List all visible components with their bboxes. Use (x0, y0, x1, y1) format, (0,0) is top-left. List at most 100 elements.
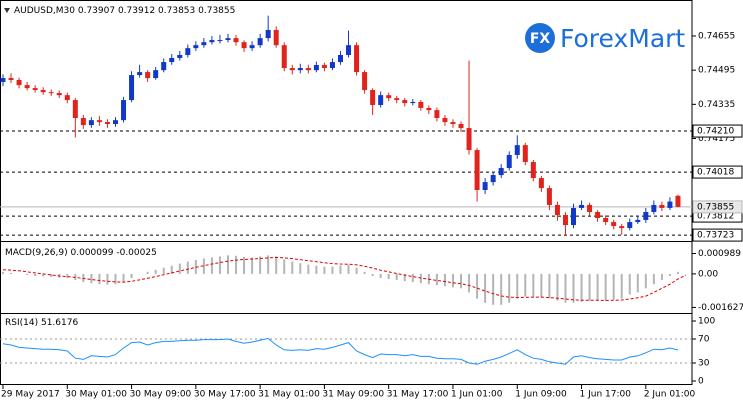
macd-title: MACD(9,26,9) (5, 248, 68, 258)
candle-body (64, 95, 70, 101)
y-tick-label: 0.74335 (698, 100, 735, 110)
candle-body (305, 68, 311, 71)
header-icon (4, 8, 10, 13)
candle-body (209, 40, 215, 43)
candle-body (16, 79, 22, 86)
candle-body (571, 207, 577, 226)
candle-body (297, 68, 303, 71)
candle-body (313, 65, 319, 71)
plot-frame (0, 0, 693, 385)
candle-body (490, 175, 496, 183)
y-tick-label: 0.74655 (698, 31, 735, 41)
x-tick-label: 1 Jun 01:00 (451, 390, 503, 400)
candle-body (169, 57, 175, 63)
candle-body (177, 54, 183, 58)
macd-last: 0.000099 (71, 248, 114, 258)
candle-body (595, 212, 601, 218)
candle-body (562, 215, 568, 226)
last-close: 0.73855 (198, 6, 235, 16)
candle-body (546, 188, 552, 205)
y-tick-label: 0.74495 (698, 66, 735, 76)
candle-body (354, 45, 360, 73)
candle-body (0, 78, 6, 82)
candle-body (627, 222, 633, 229)
y-tick-label: 70 (698, 335, 710, 345)
candle-body (249, 45, 255, 49)
candle-body (514, 145, 520, 155)
candle-body (281, 45, 287, 69)
y-tick-label: 0.00 (698, 269, 718, 279)
price-header: AUDUSD,M30 0.73907 0.73912 0.73853 0.738… (14, 6, 235, 16)
candle-body (458, 123, 464, 129)
candle-body (72, 100, 78, 119)
level-label-box (692, 228, 743, 242)
y-tick-label: 0.000989 (698, 249, 741, 259)
candle-body (506, 154, 512, 169)
logo-text: ForexMart (560, 24, 685, 53)
candle-body (137, 72, 143, 76)
candle-body (145, 72, 151, 79)
logo-circle (525, 23, 555, 53)
candle-body (418, 101, 424, 108)
candle-body (434, 110, 440, 119)
level-label: 0.74210 (697, 127, 734, 137)
x-tick-label: 2 Jun 01:00 (644, 390, 696, 400)
candle-body (675, 195, 681, 207)
candle-body (193, 45, 199, 49)
x-tick-label: 1 Jun 17:00 (580, 390, 632, 400)
candle-body (112, 120, 118, 124)
y-tick-label: 30 (698, 359, 710, 369)
bid-label: 0.73855 (697, 202, 734, 212)
bid-label-box (692, 200, 743, 214)
candle-body (587, 204, 593, 213)
candle-body (426, 107, 432, 111)
candle-body (273, 29, 279, 46)
candle-body (370, 90, 376, 105)
last-low: 0.73853 (158, 6, 195, 16)
candle-body (450, 122, 456, 124)
candle-body (96, 120, 102, 123)
candle-body (241, 42, 247, 49)
candle-body (538, 178, 544, 189)
candle-body (554, 204, 560, 216)
candle-body (346, 45, 352, 55)
x-tick-label: 31 May 09:00 (322, 390, 384, 400)
last-high: 0.73912 (118, 6, 155, 16)
candle-body (217, 40, 223, 42)
candle-body (442, 118, 448, 123)
level-label: 0.74018 (697, 168, 734, 178)
candle-body (40, 90, 46, 93)
candle-body (121, 100, 127, 121)
candle-body (129, 75, 135, 101)
candle-body (466, 128, 472, 151)
candle-body (153, 70, 159, 79)
candle-body (659, 204, 665, 208)
candle-body (233, 38, 239, 43)
candle-body (530, 162, 536, 179)
candle-body (329, 62, 335, 69)
signal-last: -0.00025 (116, 248, 156, 258)
last-open: 0.73907 (78, 6, 115, 16)
candle-body (56, 93, 62, 96)
y-tick-label: -0.001627 (698, 303, 743, 313)
candle-body (378, 95, 384, 105)
candle-body (225, 38, 231, 41)
rsi-title: RSI(14) (5, 318, 38, 328)
x-tick-label: 1 Jun 09:00 (515, 390, 567, 400)
candle-body (402, 100, 408, 104)
candle-body (667, 201, 673, 208)
candle-body (474, 150, 480, 191)
logo: FX ForexMart (525, 23, 685, 53)
candle-body (257, 38, 263, 46)
y-tick-label: 0.74175 (698, 134, 735, 144)
level-label-box (692, 124, 743, 138)
candle-body (611, 222, 617, 227)
rsi-header: RSI(14) 51.6176 (5, 318, 78, 328)
symbol: AUDUSD,M30 (14, 6, 75, 16)
candle-body (289, 68, 295, 71)
candle-body (394, 98, 400, 101)
candle-body (161, 62, 167, 71)
level-label: 0.73723 (697, 231, 734, 241)
x-tick-label: 30 May 09:00 (130, 390, 192, 400)
candle-body (643, 212, 649, 220)
